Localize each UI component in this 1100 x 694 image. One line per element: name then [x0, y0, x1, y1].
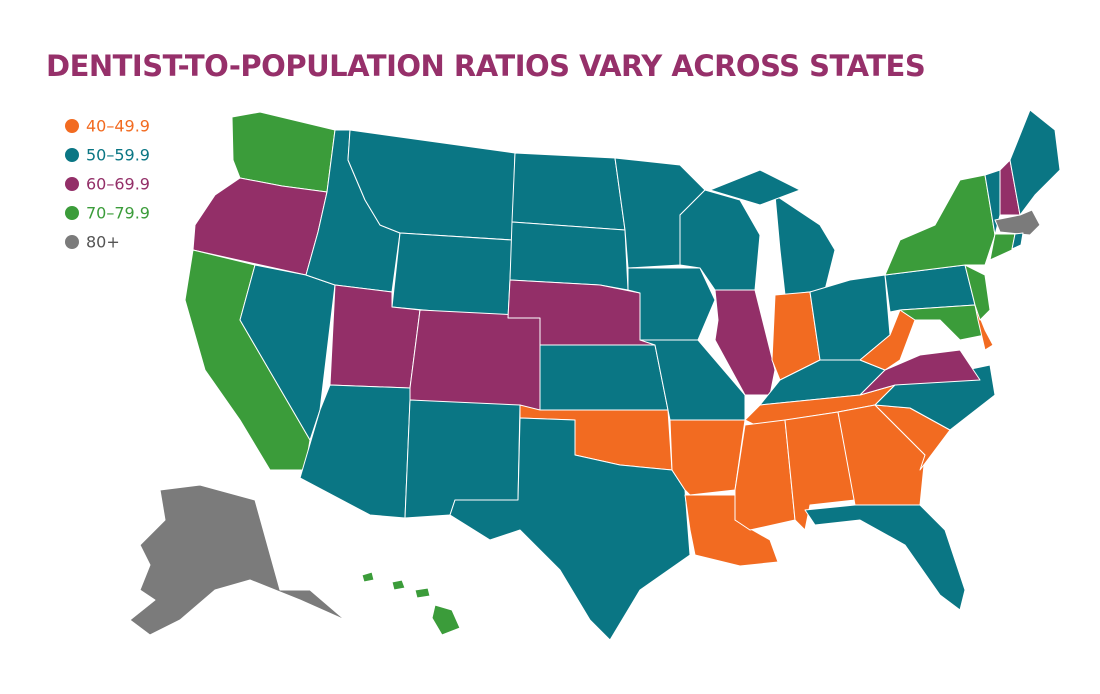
- state: [414, 587, 431, 599]
- state: [964, 264, 991, 321]
- legend-label: 70–79.9: [86, 204, 150, 223]
- legend-dot: [65, 177, 79, 191]
- legend-label: 80+: [86, 233, 120, 252]
- state: [361, 571, 375, 583]
- state: [709, 169, 801, 206]
- state: [774, 194, 836, 296]
- state: [539, 344, 669, 411]
- state: [431, 604, 461, 636]
- state: [449, 417, 691, 641]
- state: [804, 504, 966, 611]
- state: [734, 419, 796, 531]
- state: [989, 233, 1016, 261]
- legend-dot: [65, 148, 79, 162]
- state: [299, 384, 411, 519]
- state: [884, 174, 996, 276]
- state: [627, 267, 716, 341]
- state: [1011, 232, 1024, 250]
- legend: 40–49.9 50–59.9 60–69.9 70–79.9 80+: [65, 117, 150, 252]
- legend-label: 40–49.9: [86, 117, 150, 136]
- state: [391, 579, 406, 591]
- legend-label: 60–69.9: [86, 175, 150, 194]
- state: [714, 289, 776, 396]
- state: [669, 419, 746, 496]
- state: [859, 349, 981, 396]
- state: [511, 152, 626, 231]
- state: [1009, 109, 1061, 216]
- state: [509, 221, 629, 291]
- states: [129, 109, 1061, 641]
- legend-dot: [65, 119, 79, 133]
- state: [994, 209, 1041, 236]
- state: [409, 309, 541, 411]
- state: [391, 232, 513, 319]
- legend-dot: [65, 206, 79, 220]
- map-title: DENTIST-TO-POPULATION RATIOS VARY ACROSS…: [46, 49, 925, 83]
- legend-dot: [65, 235, 79, 249]
- legend-label: 50–59.9: [86, 146, 150, 165]
- state: [129, 484, 346, 636]
- state: [837, 404, 926, 506]
